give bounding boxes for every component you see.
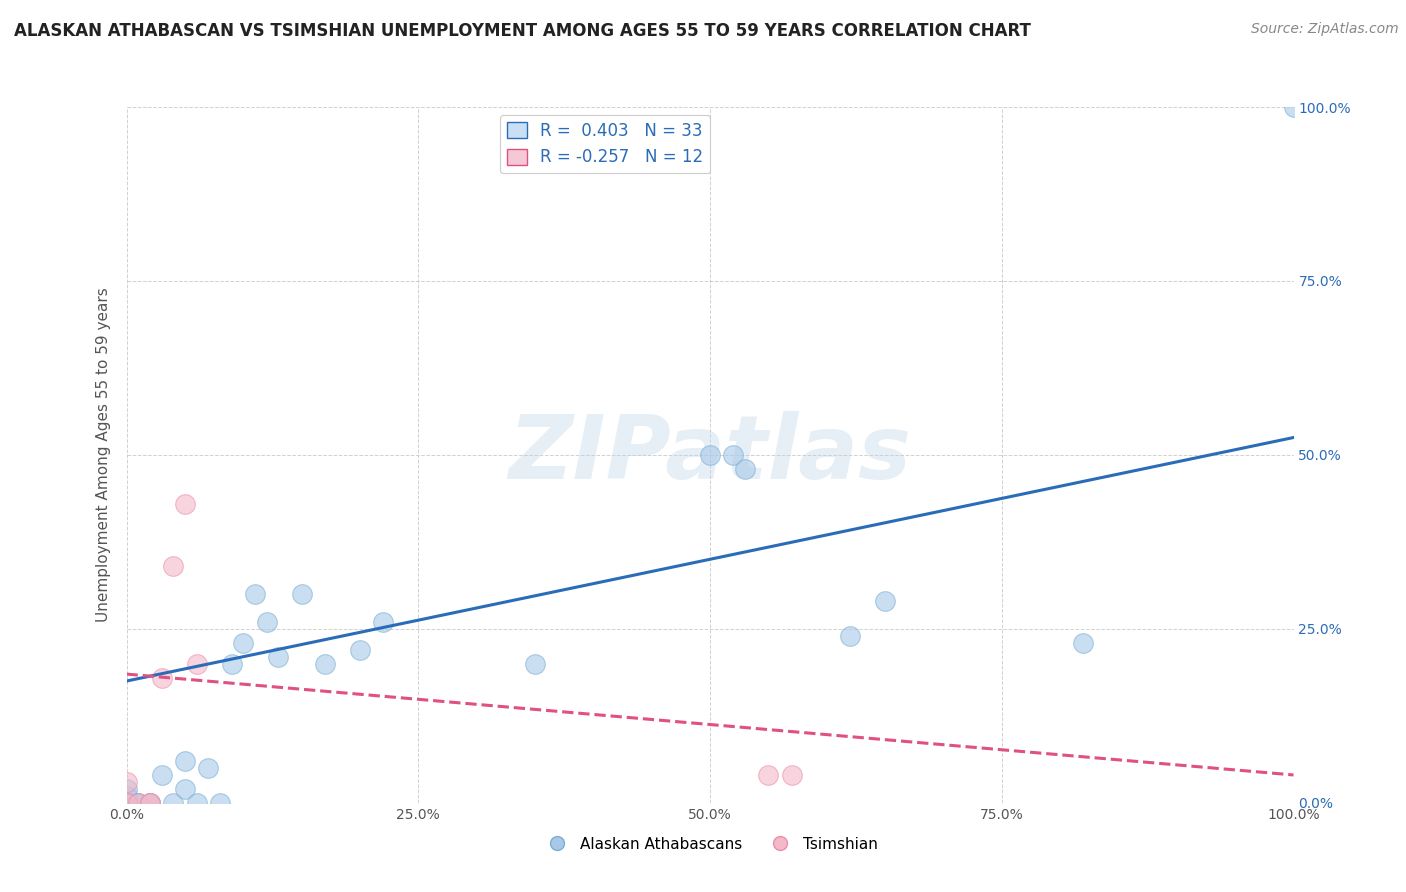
- Point: [115, 796, 138, 810]
- Point: [115, 796, 138, 810]
- Point: [162, 796, 184, 810]
- Point: [314, 657, 336, 671]
- Point: [139, 796, 162, 810]
- Point: [232, 636, 254, 650]
- Point: [174, 781, 197, 796]
- Point: [839, 629, 862, 643]
- Point: [243, 587, 266, 601]
- Point: [127, 796, 149, 810]
- Point: [349, 642, 371, 657]
- Point: [115, 796, 138, 810]
- Point: [780, 768, 803, 782]
- Text: ALASKAN ATHABASCAN VS TSIMSHIAN UNEMPLOYMENT AMONG AGES 55 TO 59 YEARS CORRELATI: ALASKAN ATHABASCAN VS TSIMSHIAN UNEMPLOY…: [14, 22, 1031, 40]
- Point: [256, 615, 278, 629]
- Point: [208, 796, 231, 810]
- Point: [162, 559, 184, 574]
- Point: [115, 775, 138, 789]
- Point: [174, 754, 197, 768]
- Point: [115, 789, 138, 803]
- Point: [373, 615, 395, 629]
- Point: [756, 768, 779, 782]
- Point: [150, 671, 173, 685]
- Point: [115, 781, 138, 796]
- Point: [115, 796, 138, 810]
- Point: [723, 448, 745, 462]
- Point: [127, 796, 149, 810]
- Point: [139, 796, 162, 810]
- Point: [267, 649, 290, 664]
- Point: [127, 796, 149, 810]
- Legend: Alaskan Athabascans, Tsimshian: Alaskan Athabascans, Tsimshian: [536, 830, 884, 858]
- Point: [150, 768, 173, 782]
- Point: [197, 761, 219, 775]
- Point: [186, 796, 208, 810]
- Point: [1073, 636, 1095, 650]
- Point: [221, 657, 243, 671]
- Point: [139, 796, 162, 810]
- Point: [139, 796, 162, 810]
- Text: Source: ZipAtlas.com: Source: ZipAtlas.com: [1251, 22, 1399, 37]
- Point: [875, 594, 897, 608]
- Point: [115, 796, 138, 810]
- Text: ZIPatlas: ZIPatlas: [509, 411, 911, 499]
- Y-axis label: Unemployment Among Ages 55 to 59 years: Unemployment Among Ages 55 to 59 years: [96, 287, 111, 623]
- Point: [174, 497, 197, 511]
- Point: [186, 657, 208, 671]
- Point: [734, 462, 756, 476]
- Point: [699, 448, 721, 462]
- Point: [523, 657, 546, 671]
- Point: [1282, 100, 1305, 114]
- Point: [290, 587, 312, 601]
